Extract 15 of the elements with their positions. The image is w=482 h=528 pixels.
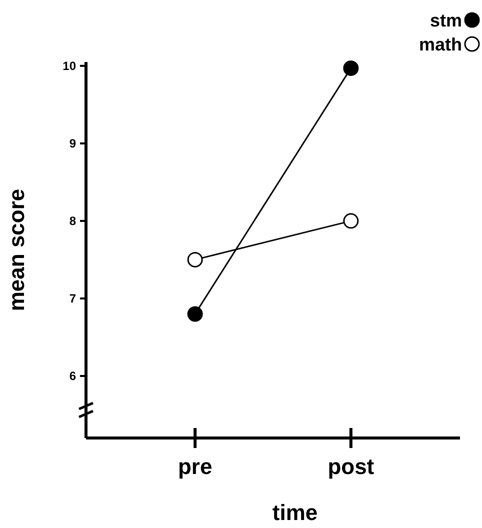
y-tick-label: 8: [69, 214, 76, 228]
point: [187, 252, 203, 268]
x-tick-label: pre: [178, 454, 212, 479]
legend-label: math: [418, 34, 462, 54]
point: [343, 60, 359, 76]
y-tick-label: 10: [62, 59, 76, 74]
legend-label: stm: [430, 10, 462, 30]
x-tick-label: post: [328, 454, 375, 479]
y-tick-label: 7: [69, 292, 76, 306]
y-axis-title: mean score: [4, 188, 29, 312]
x-axis-title: time: [272, 500, 318, 525]
point: [343, 213, 359, 229]
y-tick-label: 6: [69, 369, 76, 384]
point: [187, 306, 203, 322]
y-tick-label: 9: [69, 136, 76, 151]
